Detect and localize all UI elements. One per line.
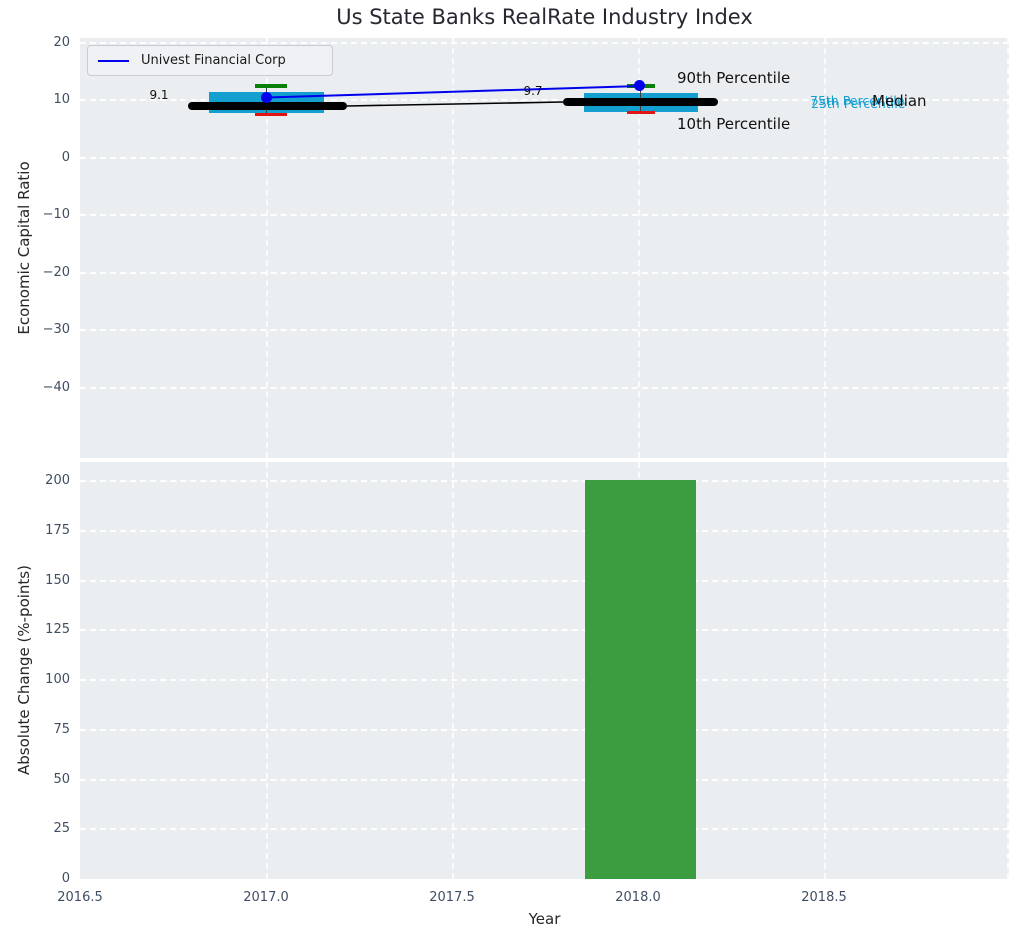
univest-marker-2018 <box>634 80 645 91</box>
y-tick-label: 100 <box>45 672 70 687</box>
p10-cap-2018 <box>627 111 655 114</box>
x-axis-label: Year <box>528 910 561 928</box>
y-tick-label: 75 <box>53 722 70 737</box>
gridline <box>452 38 454 458</box>
gridline <box>452 462 454 879</box>
median-value-label-2017: 9.1 <box>149 88 169 102</box>
gridline <box>266 38 268 458</box>
y-tick-label: −20 <box>42 265 70 280</box>
gridline <box>80 828 1009 830</box>
y-tick-label: 175 <box>45 523 70 538</box>
bottom-plot-area <box>80 462 1009 879</box>
y-tick-label: 125 <box>45 622 70 637</box>
gridline <box>1007 38 1009 458</box>
gridline <box>1007 462 1009 879</box>
gridline <box>638 38 640 458</box>
gridline <box>266 462 268 879</box>
x-tick-label: 2018.5 <box>801 890 847 905</box>
gridline <box>80 99 1009 101</box>
chart-title: Us State Banks RealRate Industry Index <box>336 5 753 29</box>
x-tick-label: 2018.0 <box>615 890 661 905</box>
y-tick-label: −10 <box>42 207 70 222</box>
y-tick-label: −30 <box>42 322 70 337</box>
median-value-label-2018: 9.7 <box>523 84 543 98</box>
y-tick-label: 50 <box>53 772 70 787</box>
median-annotation: Median <box>872 92 927 110</box>
p10-cap-2017 <box>255 113 287 116</box>
y-tick-label: 20 <box>53 35 70 50</box>
p10-annotation: 10th Percentile <box>677 115 791 133</box>
legend-series-label: Univest Financial Corp <box>141 53 286 68</box>
p90-cap-2017 <box>255 84 287 88</box>
univest-marker-2017 <box>261 92 272 103</box>
x-tick-label: 2016.5 <box>57 890 103 905</box>
gridline <box>80 480 1009 482</box>
x-tick-label: 2017.0 <box>243 890 289 905</box>
p90-annotation: 90th Percentile <box>677 69 791 87</box>
bottom-y-axis-label: Absolute Change (%-points) <box>15 565 33 775</box>
p25-annotation: 25th Percentile <box>811 96 906 111</box>
legend: Univest Financial Corp <box>87 45 333 76</box>
top-y-axis-label: Economic Capital Ratio <box>15 161 33 335</box>
gridline <box>80 629 1009 631</box>
gridline <box>824 462 826 879</box>
y-tick-label: 0 <box>61 871 70 886</box>
y-tick-label: 25 <box>53 821 70 836</box>
y-tick-label: −40 <box>42 380 70 395</box>
gridline <box>80 42 1009 44</box>
gridline <box>80 387 1009 389</box>
y-tick-label: 0 <box>61 150 70 165</box>
gridline <box>80 779 1009 781</box>
gridline <box>824 38 826 458</box>
median-bar-2018 <box>563 98 718 106</box>
p75-annotation: 75th Percentile <box>810 93 905 108</box>
change-bar-2018 <box>585 480 696 879</box>
median-bar-2017 <box>188 102 347 110</box>
gridline <box>80 679 1009 681</box>
legend-line-swatch <box>98 59 129 62</box>
gridline <box>80 329 1009 331</box>
gridline <box>80 214 1009 216</box>
y-tick-label: 10 <box>53 92 70 107</box>
y-tick-label: 150 <box>45 573 70 588</box>
gridline <box>80 530 1009 532</box>
gridline <box>80 580 1009 582</box>
x-tick-label: 2017.5 <box>429 890 475 905</box>
y-tick-label: 200 <box>45 473 70 488</box>
gridline <box>80 272 1009 274</box>
gridline <box>80 729 1009 731</box>
gridline <box>80 157 1009 159</box>
